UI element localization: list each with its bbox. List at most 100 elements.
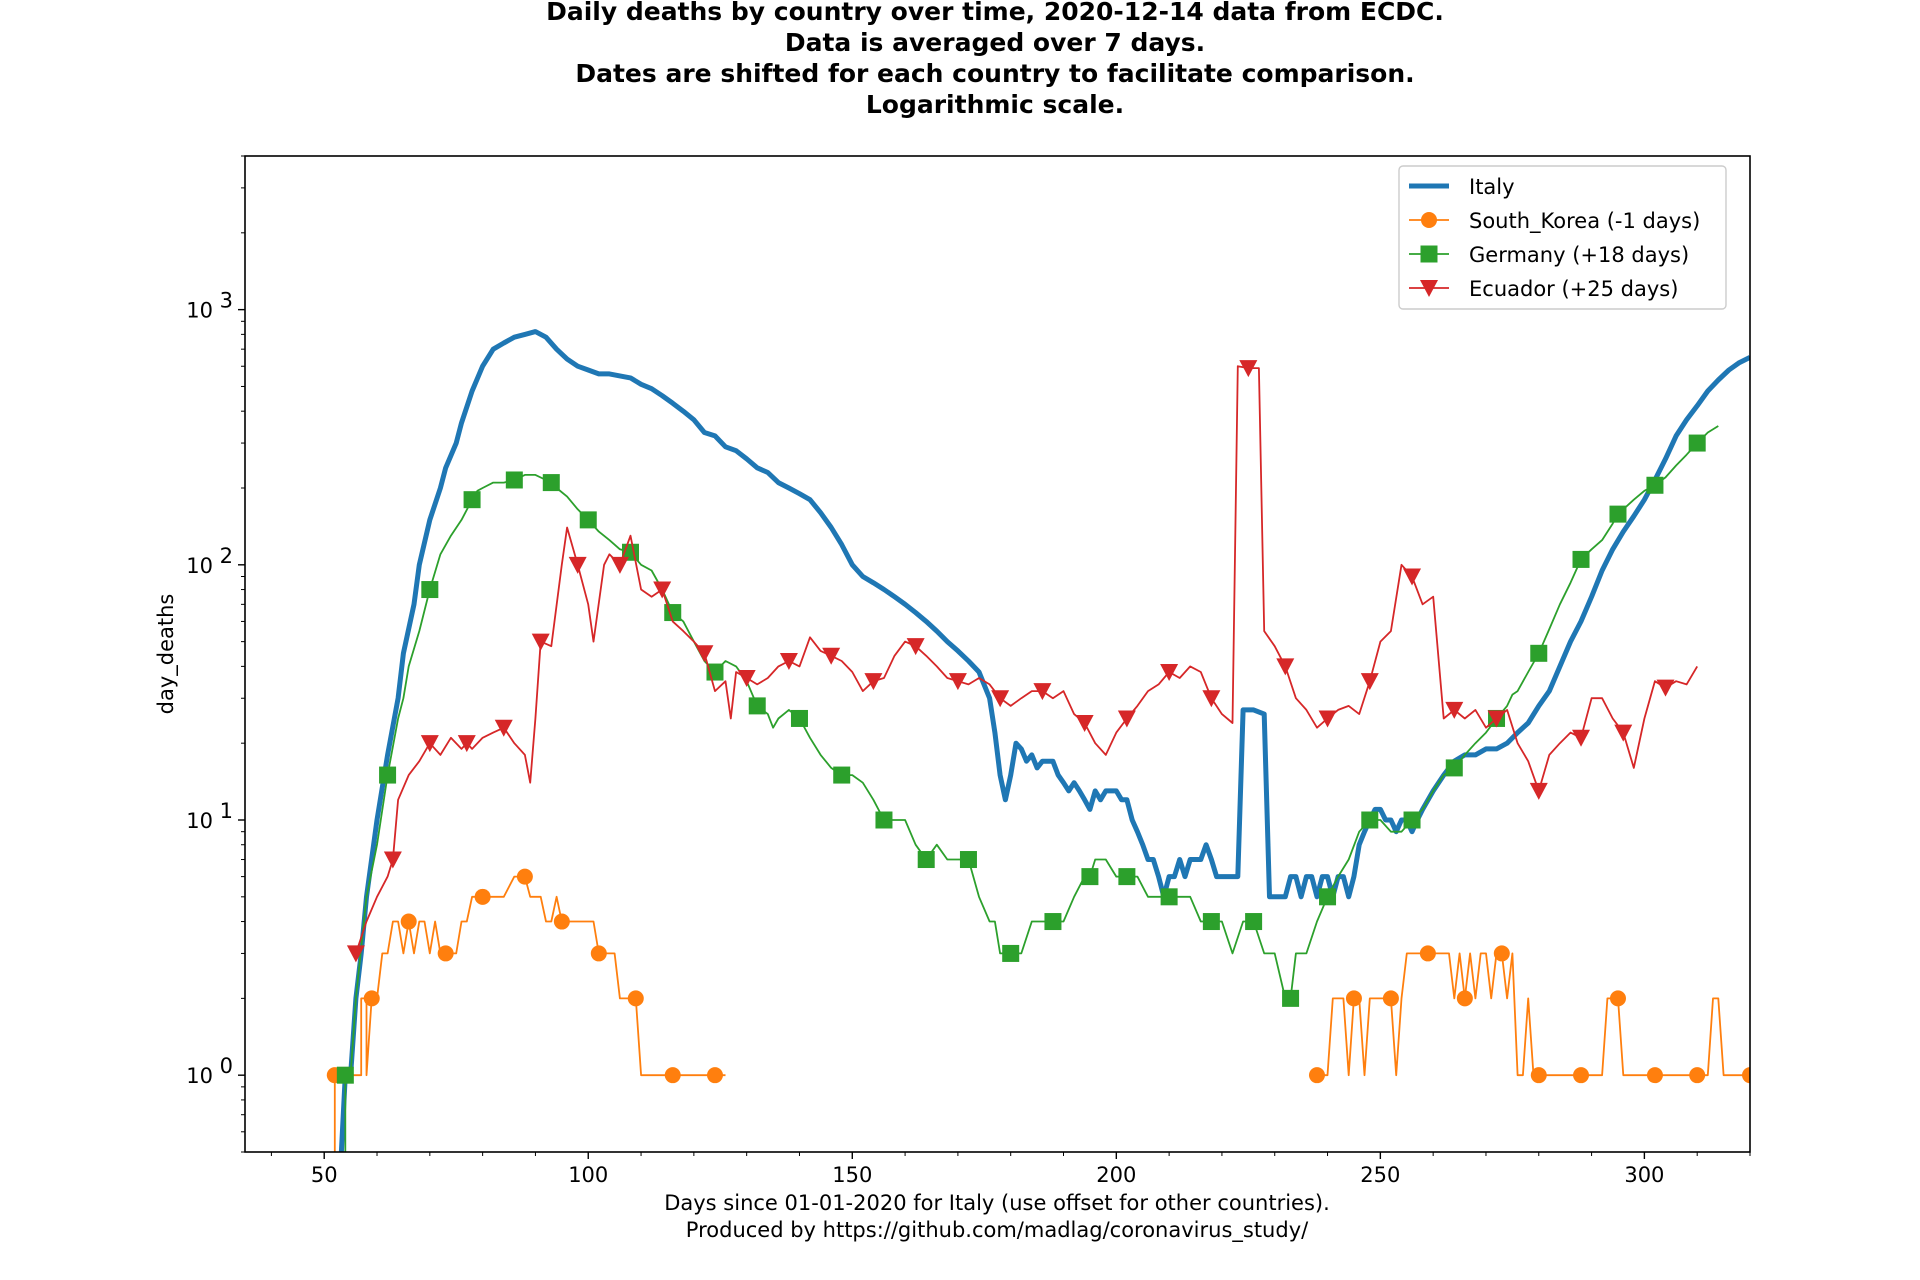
data-point	[379, 766, 397, 784]
data-point	[463, 491, 481, 509]
series-line	[355, 365, 1698, 954]
data-point	[400, 913, 417, 930]
series-line	[1317, 952, 1750, 1077]
data-point	[1487, 710, 1506, 728]
legend-item: Italy	[1409, 175, 1515, 199]
data-point	[664, 604, 682, 622]
plot-frame	[244, 155, 1751, 1153]
data-point	[1572, 550, 1590, 568]
data-point	[363, 990, 380, 1007]
data-point	[1530, 1067, 1547, 1084]
data-point	[1002, 944, 1020, 962]
x-tick-label: 100	[568, 1163, 608, 1187]
x-axis-label: Produced by https://github.com/madlag/co…	[686, 1218, 1309, 1243]
data-point	[1118, 868, 1136, 886]
data-point	[1742, 1067, 1750, 1084]
data-point	[1081, 868, 1099, 886]
data-point	[1075, 714, 1094, 732]
x-axis-label: Days since 01-01-2020 for Italy (use off…	[664, 1191, 1330, 1215]
series-south_korea	[326, 868, 726, 1152]
y-axis-label: day_deaths	[154, 594, 179, 715]
y-tick-exponent: 1	[220, 799, 233, 823]
y-tick-label: 10	[186, 554, 213, 578]
data-point	[421, 581, 439, 599]
data-point	[1360, 673, 1379, 691]
x-tick-label: 150	[832, 1163, 872, 1187]
legend-label: Germany (+18 days)	[1469, 243, 1689, 267]
data-point	[833, 766, 851, 784]
data-point	[1420, 245, 1438, 263]
data-point	[1688, 434, 1706, 452]
title-line: Dates are shifted for each country to fa…	[575, 59, 1414, 88]
legend-label: Ecuador (+25 days)	[1469, 277, 1678, 301]
data-point	[1445, 759, 1463, 777]
series-germany	[336, 425, 1719, 1152]
data-point	[1044, 913, 1062, 931]
data-point	[1609, 505, 1627, 523]
data-point	[664, 1067, 681, 1084]
data-point	[1530, 644, 1548, 662]
data-point	[1308, 1067, 1325, 1084]
series-italy	[338, 329, 1750, 1152]
data-point	[1282, 989, 1300, 1007]
data-point	[1572, 729, 1591, 747]
data-point	[1614, 724, 1633, 742]
x-tick-label: 300	[1624, 1163, 1664, 1187]
data-point	[1160, 888, 1178, 906]
y-tick-label: 10	[186, 299, 213, 323]
data-point	[1445, 701, 1464, 719]
data-point	[991, 690, 1010, 708]
legend: Italy South_Korea (-1 days) Germany (+18 d…	[1398, 165, 1727, 310]
data-point	[610, 556, 629, 574]
series-line	[338, 329, 1750, 1152]
data-point	[1202, 690, 1221, 708]
data-point	[1529, 782, 1548, 800]
data-point	[1382, 990, 1399, 1007]
x-tick-label: 50	[311, 1163, 338, 1187]
data-point	[959, 851, 977, 869]
legend-item: Ecuador (+25 days)	[1409, 277, 1678, 301]
data-point	[531, 633, 550, 651]
data-point	[1646, 476, 1664, 494]
data-point	[516, 868, 533, 885]
data-point	[1656, 679, 1675, 697]
data-point	[1456, 990, 1473, 1007]
data-point	[505, 471, 523, 489]
series-south_korea	[1308, 945, 1750, 1084]
axis-labels: Days since 01-01-2020 for Italy (use off…	[154, 594, 1330, 1243]
legend-box	[1398, 165, 1727, 310]
series-line	[333, 875, 726, 1152]
data-point	[1609, 990, 1626, 1007]
data-point	[542, 474, 560, 492]
data-point	[1319, 888, 1337, 906]
data-point	[1345, 990, 1362, 1007]
data-point	[1419, 945, 1436, 962]
data-point	[1160, 664, 1179, 682]
data-point	[494, 719, 513, 737]
data-point	[1573, 1067, 1590, 1084]
data-point	[346, 945, 365, 963]
y-tick-exponent: 3	[220, 289, 233, 313]
data-point	[553, 913, 570, 930]
data-point	[383, 851, 402, 869]
legend-label: Italy	[1469, 175, 1515, 199]
data-point	[790, 709, 808, 727]
title-line: Daily deaths by country over time, 2020-…	[546, 0, 1444, 26]
data-point	[748, 697, 766, 715]
data-point	[737, 670, 756, 688]
data-point	[627, 990, 644, 1007]
data-point	[1202, 913, 1220, 931]
title-line: Data is averaged over 7 days.	[785, 28, 1205, 57]
data-point	[917, 851, 935, 869]
series-line	[344, 425, 1719, 1152]
data-point	[568, 556, 587, 574]
data-point	[1421, 212, 1437, 228]
data-point	[1403, 811, 1421, 829]
data-point	[1646, 1067, 1663, 1084]
data-point	[1033, 683, 1052, 701]
x-tick-label: 200	[1096, 1163, 1136, 1187]
data-point	[1245, 913, 1263, 931]
y-tick-exponent: 0	[220, 1054, 233, 1078]
data-point	[695, 645, 714, 663]
